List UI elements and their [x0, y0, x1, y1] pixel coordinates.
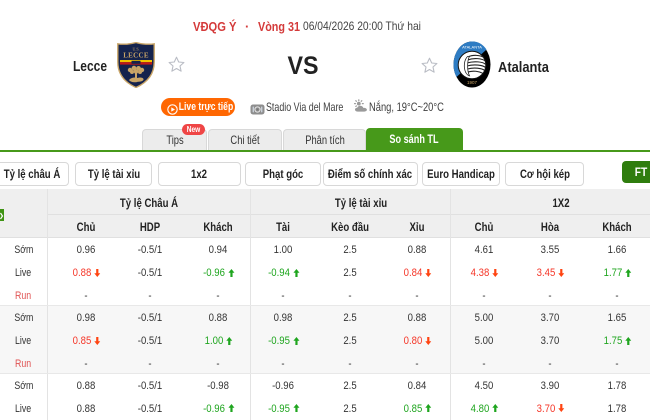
svg-text:ATALANTA: ATALANTA — [462, 45, 482, 50]
svg-text:U.S.: U.S. — [132, 47, 139, 52]
svg-text:LECCE: LECCE — [123, 52, 149, 60]
svg-text:1907: 1907 — [467, 80, 478, 85]
